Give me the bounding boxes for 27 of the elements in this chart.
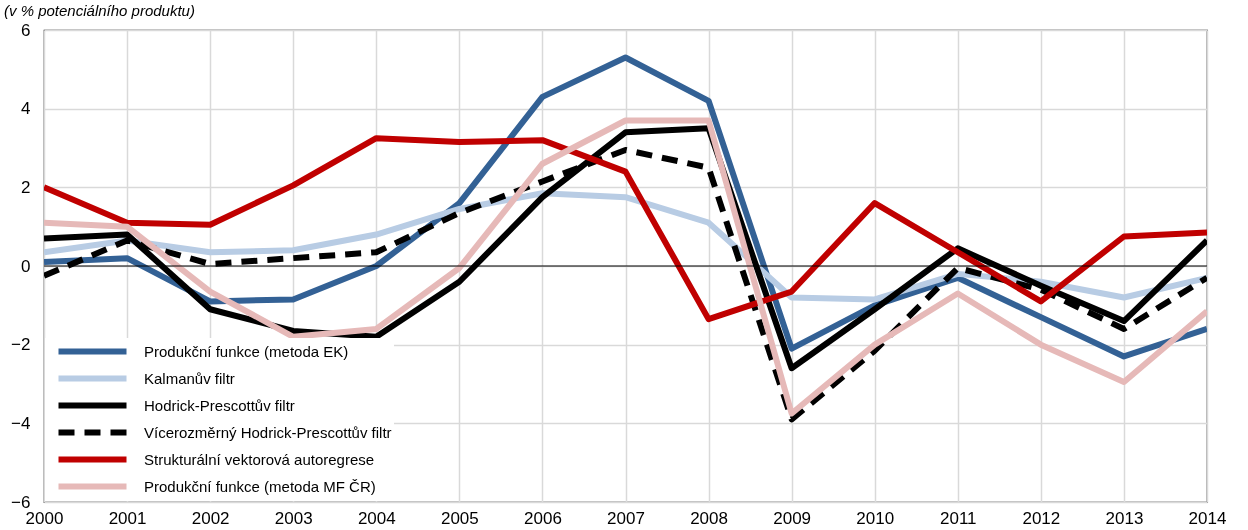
y-tick-label: 2: [21, 177, 31, 197]
chart-title: (v % potenciálního produktu): [4, 2, 195, 19]
x-tick-label: 2003: [274, 508, 313, 528]
x-tick-label: 2012: [1022, 508, 1061, 528]
x-tick-label: 2007: [607, 508, 645, 528]
y-tick-label: 6: [21, 20, 31, 40]
x-tick-label: 2009: [773, 508, 812, 528]
x-tick-label: 2004: [357, 508, 396, 528]
x-tick-label: 2011: [940, 508, 977, 528]
y-tick-label: 4: [21, 99, 31, 119]
legend-label: Strukturální vektorová autoregrese: [144, 450, 375, 468]
x-tick-label: 2005: [440, 508, 479, 528]
legend-label: Produkční funkce (metoda EK): [144, 342, 349, 360]
x-tick-label: 2002: [191, 508, 230, 528]
x-tick-label: 2013: [1105, 508, 1144, 528]
x-tick-label: 2010: [856, 508, 895, 528]
x-tick-label: 2006: [524, 508, 562, 528]
y-tick-label: 0: [21, 256, 31, 276]
x-tick-label: 2008: [690, 508, 728, 528]
x-tick-label: 2014: [1188, 508, 1227, 528]
legend-label: Kalmanův filtr: [144, 369, 235, 387]
y-tick-label: −2: [11, 335, 31, 355]
legend-label: Produkční funkce (metoda MF ČR): [144, 477, 376, 495]
x-tick-label: 2001: [108, 508, 147, 528]
legend-label: Hodrick-Prescottův filtr: [144, 396, 295, 414]
legend-label: Vícerozměrný Hodrick-Prescottův filtr: [144, 423, 392, 441]
y-tick-label: −4: [11, 413, 31, 433]
